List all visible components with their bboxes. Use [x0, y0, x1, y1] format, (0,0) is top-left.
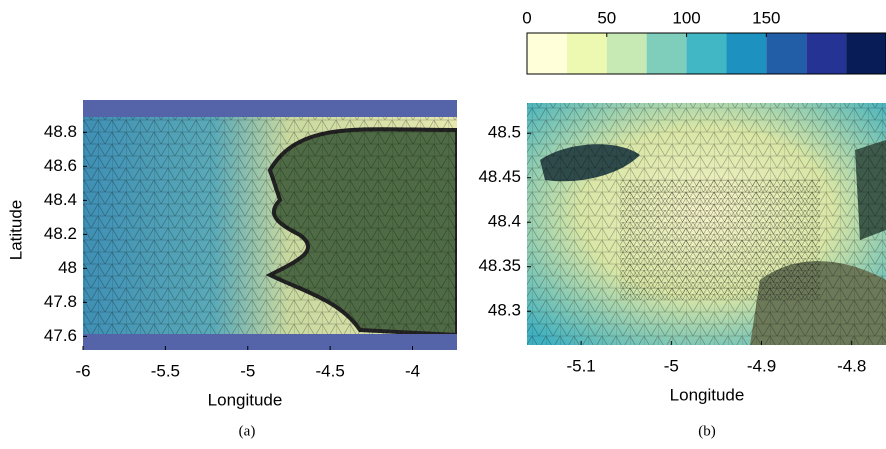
colorbar-segment [846, 33, 886, 74]
x-tick-label: -5.1 [566, 356, 595, 375]
figure: (a) (b) Longitude Longitude Latitude -6 -… [0, 0, 886, 444]
x-tick-label: -4.5 [315, 361, 344, 380]
x-axis-label: Longitude [670, 385, 745, 404]
y-tick-label: 48.45 [478, 167, 521, 186]
colorbar-segment [527, 33, 567, 74]
y-tick-label: 48.35 [478, 256, 521, 275]
y-tick-label: 48.6 [44, 156, 77, 175]
y-tick-label: 47.8 [44, 292, 77, 311]
y-axis-label: Latitude [6, 200, 25, 261]
x-axis-label: Longitude [208, 390, 283, 409]
colorbar-segment [806, 33, 846, 74]
colorbar-tick-label: 0 [522, 8, 531, 27]
caption: (a) [239, 423, 256, 439]
y-tick-label: 48.3 [488, 301, 521, 320]
x-tick-label: -5.5 [151, 361, 180, 380]
y-tick-label: 48.4 [488, 212, 521, 231]
colorbar-tick-label: 150 [752, 8, 780, 27]
x-tick-label: -5 [240, 361, 255, 380]
x-tick-label: -5 [664, 356, 679, 375]
colorbar-tick-label: 50 [597, 8, 616, 27]
colorbar-segment [607, 33, 647, 74]
y-tick-label: 48.5 [488, 123, 521, 142]
colorbar-segment [766, 33, 806, 74]
y-tick-label: 48.2 [44, 224, 77, 243]
map-image [527, 103, 886, 345]
x-tick-label: -4 [405, 361, 420, 380]
caption: (b) [698, 423, 716, 439]
colorbar-segment [687, 33, 727, 74]
map-image [83, 100, 457, 350]
y-tick-label: 47.6 [44, 326, 77, 345]
colorbar-segment [647, 33, 687, 74]
colorbar-segment [567, 33, 607, 74]
y-tick-label: 48.8 [44, 122, 77, 141]
x-tick-label: -4.9 [747, 356, 776, 375]
colorbar-segment [726, 33, 766, 74]
x-tick-label: -6 [75, 361, 90, 380]
colorbar-tick-label: 100 [672, 8, 700, 27]
x-tick-label: -4.8 [837, 356, 866, 375]
y-tick-label: 48.4 [44, 190, 77, 209]
y-tick-label: 48 [58, 258, 77, 277]
